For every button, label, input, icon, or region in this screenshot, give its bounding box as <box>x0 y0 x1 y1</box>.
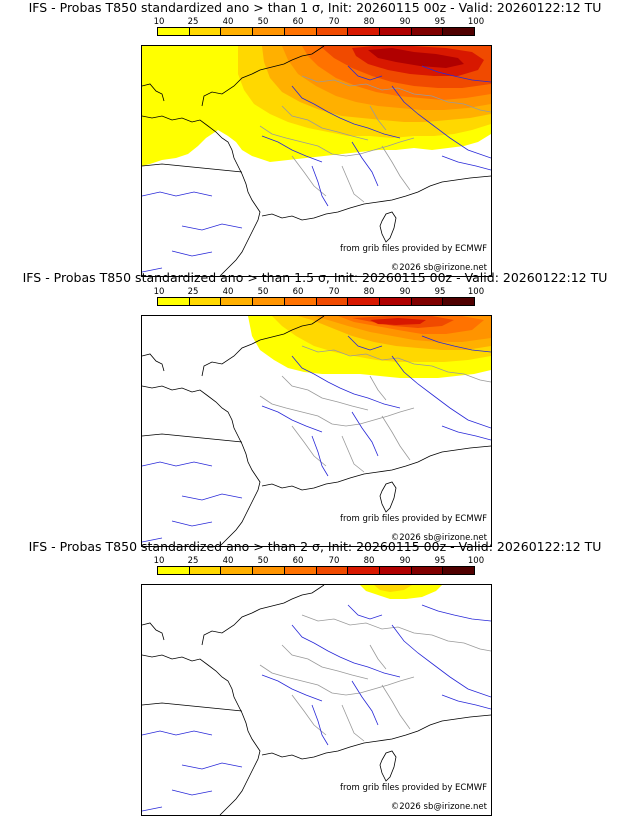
colorbar-tick-label: 95 <box>434 556 446 566</box>
colorbar-swatch <box>411 298 444 305</box>
colorbar-tick-labels: 10 25 40 50 60 70 80 90 95 100 <box>0 287 630 297</box>
colorbar <box>157 27 475 36</box>
colorbar-swatch <box>189 567 222 574</box>
colorbar-swatch <box>379 298 412 305</box>
colorbar-tick-label: 100 <box>467 556 485 566</box>
source-credit: from grib files provided by ECMWF <box>340 514 487 524</box>
admin-borders <box>259 614 491 742</box>
probability-area <box>368 48 464 68</box>
colorbar-swatch <box>189 28 222 35</box>
colorbar-swatch <box>284 28 317 35</box>
colorbar-swatch <box>221 298 254 305</box>
colorbar-swatch <box>189 298 222 305</box>
rivers <box>142 335 491 543</box>
colorbar-tick-label: 80 <box>363 17 375 27</box>
colorbar-tick-label: 90 <box>399 17 411 27</box>
colorbar-swatch <box>221 28 254 35</box>
map-svg <box>142 46 491 276</box>
colorbar-tick-label: 40 <box>222 556 234 566</box>
colorbar-swatch <box>411 28 444 35</box>
probability-area <box>374 585 412 592</box>
colorbar-tick-label: 25 <box>187 17 199 27</box>
colorbar <box>157 566 475 575</box>
colorbar-swatch <box>379 28 412 35</box>
colorbar-tick-label: 80 <box>363 556 375 566</box>
colorbar-tick-label: 10 <box>153 556 165 566</box>
colorbar-tick-label: 40 <box>222 287 234 297</box>
colorbar-tick-label: 60 <box>292 287 304 297</box>
rivers <box>142 604 491 812</box>
probability-map: from grib files provided by ECMWF ©2026 … <box>141 315 492 547</box>
colorbar <box>157 297 475 306</box>
colorbar-tick-label: 90 <box>399 287 411 297</box>
panel-title: IFS - Probas T850 standardized ano > tha… <box>28 0 602 15</box>
source-credit: from grib files provided by ECMWF <box>340 244 487 254</box>
colorbar-swatch <box>253 298 285 305</box>
colorbar-tick-labels: 10 25 40 50 60 70 80 90 95 100 <box>0 556 630 566</box>
coastline <box>142 46 491 276</box>
colorbar-swatch <box>348 298 380 305</box>
source-credit: from grib files provided by ECMWF <box>340 783 487 793</box>
colorbar-tick-label: 60 <box>292 556 304 566</box>
map-svg <box>142 585 491 815</box>
colorbar-tick-label: 95 <box>434 17 446 27</box>
colorbar-swatch <box>443 28 475 35</box>
colorbar-tick-label: 70 <box>328 287 340 297</box>
colorbar-swatch <box>158 28 190 35</box>
colorbar-tick-label: 50 <box>257 287 269 297</box>
coastline <box>142 585 491 815</box>
colorbar-swatch <box>284 567 317 574</box>
colorbar-swatch <box>348 28 380 35</box>
colorbar-tick-label: 10 <box>153 17 165 27</box>
colorbar-swatch <box>284 298 317 305</box>
colorbar-tick-label: 10 <box>153 287 165 297</box>
colorbar-swatch <box>253 567 285 574</box>
copyright-credit: ©2026 sb@irizone.net <box>390 533 487 543</box>
colorbar-tick-label: 80 <box>363 287 375 297</box>
colorbar-swatch <box>443 567 475 574</box>
probability-map: from grib files provided by ECMWF ©2026 … <box>141 45 492 277</box>
probability-area <box>370 318 426 325</box>
colorbar-tick-label: 70 <box>328 17 340 27</box>
colorbar-tick-label: 100 <box>467 287 485 297</box>
colorbar-swatch <box>316 28 349 35</box>
colorbar-tick-label: 25 <box>187 287 199 297</box>
colorbar-swatch <box>379 567 412 574</box>
colorbar-tick-label: 100 <box>467 17 485 27</box>
colorbar-tick-labels: 10 25 40 50 60 70 80 90 95 100 <box>0 17 630 27</box>
colorbar-swatch <box>253 28 285 35</box>
colorbar-swatch <box>158 567 190 574</box>
colorbar-tick-label: 25 <box>187 556 199 566</box>
copyright-credit: ©2026 sb@irizone.net <box>390 802 487 812</box>
colorbar-swatch <box>443 298 475 305</box>
colorbar-swatch <box>316 567 349 574</box>
rivers <box>142 65 491 273</box>
colorbar-tick-label: 50 <box>257 17 269 27</box>
colorbar-tick-label: 90 <box>399 556 411 566</box>
colorbar-swatch <box>411 567 444 574</box>
colorbar-swatch <box>221 567 254 574</box>
admin-borders <box>259 75 491 203</box>
copyright-credit: ©2026 sb@irizone.net <box>390 263 487 273</box>
colorbar-tick-label: 40 <box>222 17 234 27</box>
panel-title: IFS - Probas T850 standardized ano > tha… <box>28 539 602 554</box>
map-svg <box>142 316 491 546</box>
colorbar-tick-label: 60 <box>292 17 304 27</box>
colorbar-tick-label: 50 <box>257 556 269 566</box>
colorbar-swatch <box>348 567 380 574</box>
coastline <box>142 316 491 546</box>
panel-title: IFS - Probas T850 standardized ano > tha… <box>22 270 608 285</box>
colorbar-swatch <box>158 298 190 305</box>
admin-borders <box>259 345 491 473</box>
colorbar-tick-label: 70 <box>328 556 340 566</box>
probability-map: from grib files provided by ECMWF ©2026 … <box>141 584 492 816</box>
colorbar-tick-label: 95 <box>434 287 446 297</box>
colorbar-swatch <box>316 298 349 305</box>
